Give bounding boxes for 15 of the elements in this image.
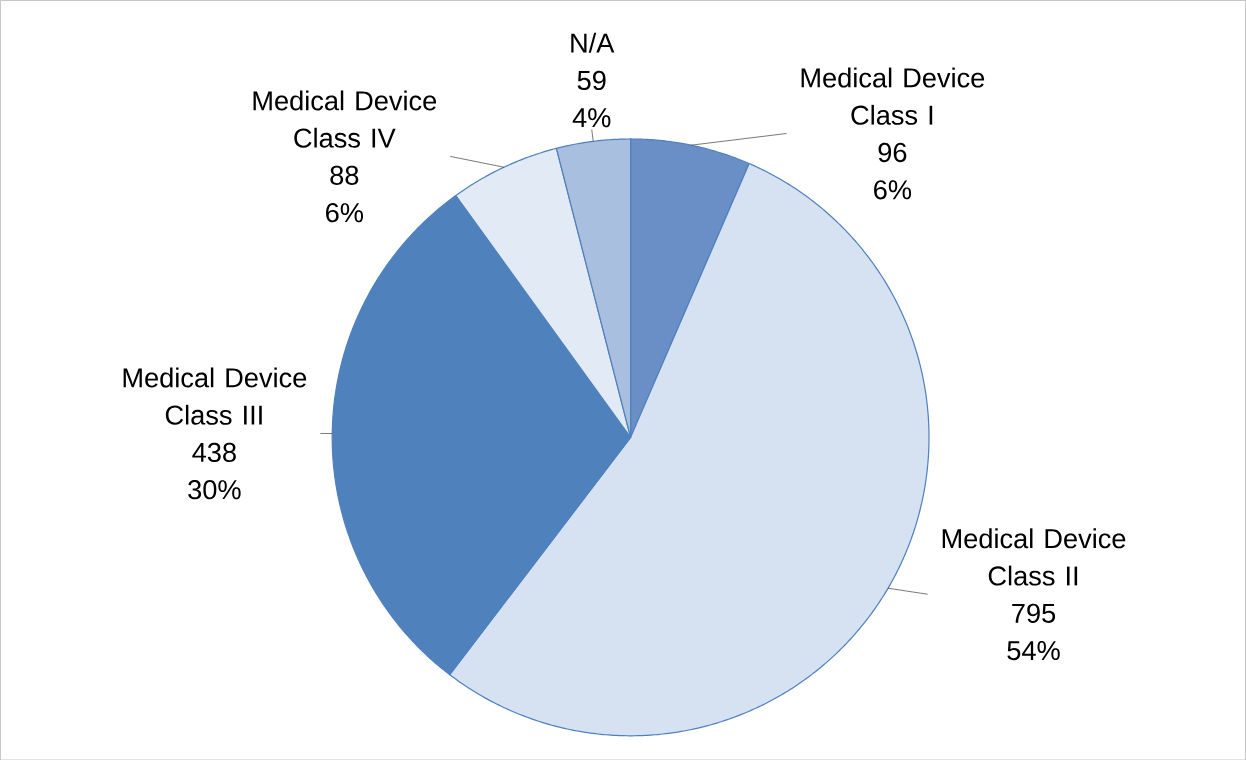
data-label: 795 [1012, 603, 1056, 623]
text: 6% [326, 202, 364, 223]
slice-label: Medical Device Class II [942, 528, 1126, 586]
text: 54% [1007, 640, 1060, 660]
slice-label: Medical Device Class IV [253, 90, 437, 148]
data-label: 59 [577, 70, 606, 90]
data-label: 96 [878, 142, 907, 162]
slice-label: Medical Device Class III [123, 367, 307, 425]
text: 4% [572, 107, 611, 128]
slice-label: N/A [571, 32, 615, 53]
data-label: 88 [330, 165, 359, 185]
text: 30% [188, 479, 241, 500]
data-label: 438 [192, 442, 236, 462]
text: 6% [874, 179, 912, 200]
slice-label: Medical Device Class I [801, 67, 985, 125]
